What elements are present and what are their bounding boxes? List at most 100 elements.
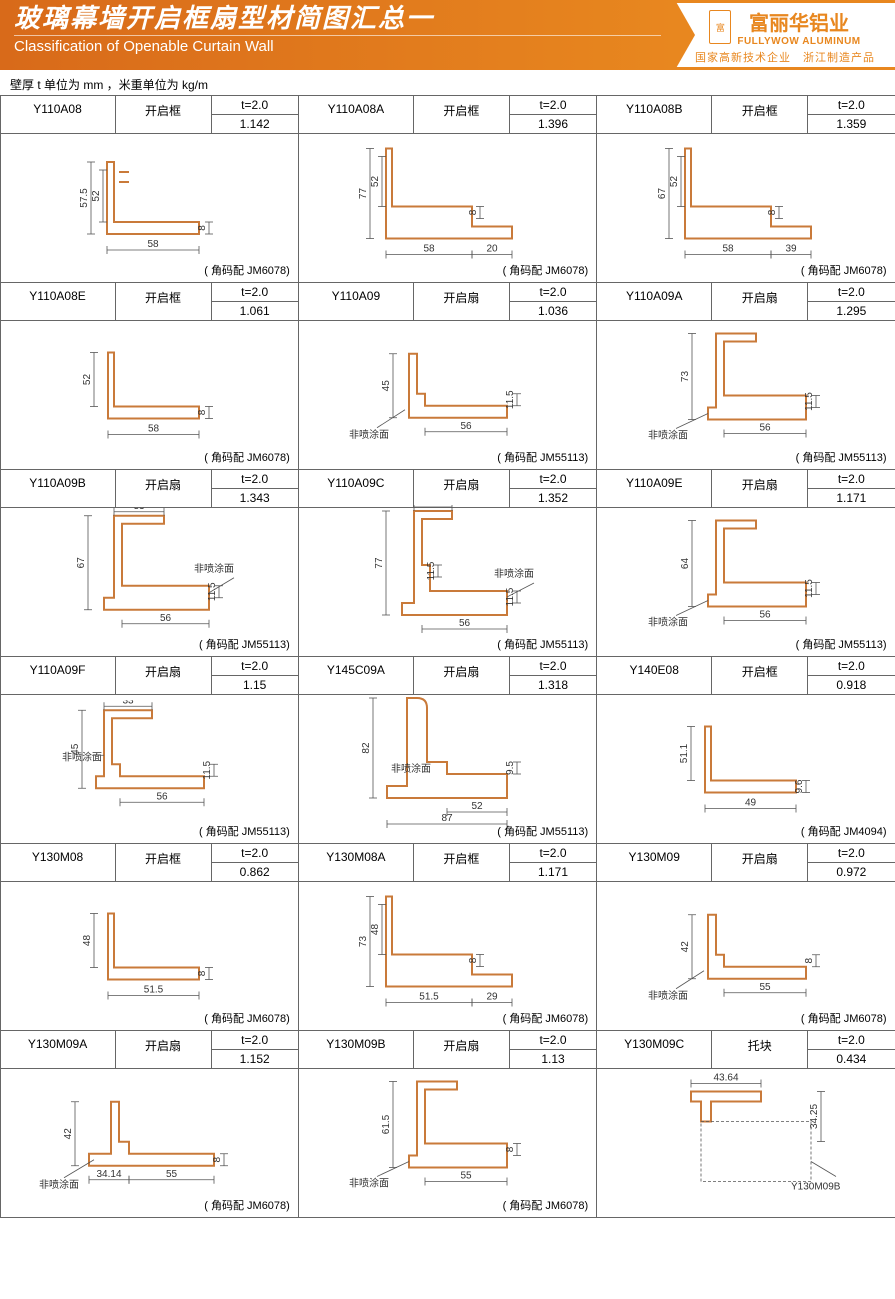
svg-text:73: 73 <box>358 935 369 947</box>
svg-text:56: 56 <box>157 791 169 802</box>
bracket-note: ( 角码配 JM6078) <box>204 1010 290 1026</box>
svg-text:非喷涂面: 非喷涂面 <box>349 427 389 440</box>
svg-text:67: 67 <box>76 556 87 568</box>
svg-text:58: 58 <box>424 243 436 254</box>
weight-value: 1.359 <box>808 115 894 133</box>
svg-text:8: 8 <box>468 957 479 963</box>
svg-text:8: 8 <box>197 409 208 415</box>
svg-text:55: 55 <box>166 1168 178 1179</box>
thickness-value: t=2.0 <box>808 657 894 676</box>
svg-text:非喷涂面: 非喷涂面 <box>194 561 234 574</box>
svg-text:48: 48 <box>370 923 381 935</box>
diagram-area: 42 8 34.14 55 非喷涂面 ( 角码配 JM6078) <box>1 1069 298 1217</box>
svg-text:56: 56 <box>461 420 473 431</box>
svg-text:67: 67 <box>657 187 668 199</box>
profile-cell: Y130M09C 托块 t=2.0 0.434 43.64 34.25 Y130… <box>596 1030 895 1218</box>
weight-value: 1.15 <box>212 676 298 694</box>
profile-code: Y110A09 <box>299 283 414 320</box>
svg-text:8: 8 <box>197 224 208 230</box>
thickness-value: t=2.0 <box>808 1031 894 1050</box>
svg-text:42: 42 <box>680 940 691 952</box>
brand-block: 富 富丽华铝业 FULLYWOW ALUMINUM 国家高新技术企业 浙江制造产… <box>675 0 895 70</box>
profile-cell: Y110A08E 开启框 t=2.0 1.061 52 8 58 ( 角码配 J… <box>0 282 299 470</box>
profile-type: 开启扇 <box>116 470 212 507</box>
cell-header: Y110A09E 开启扇 t=2.0 1.171 <box>597 470 894 508</box>
weight-value: 1.142 <box>212 115 298 133</box>
cell-header: Y130M09C 托块 t=2.0 0.434 <box>597 1031 894 1069</box>
diagram-area: 61.5 8 55 非喷涂面 ( 角码配 JM6078) <box>299 1069 596 1217</box>
profile-code: Y130M08A <box>299 844 414 881</box>
profile-cell: Y110A08B 开启框 t=2.0 1.359 67 52 8 58 39 (… <box>596 95 895 283</box>
svg-text:9.5: 9.5 <box>505 760 516 774</box>
svg-text:51.5: 51.5 <box>420 991 440 1002</box>
profile-cell: Y110A08A 开启框 t=2.0 1.396 77 52 8 58 20 (… <box>298 95 597 283</box>
diagram-area: 43.64 34.25 Y130M09B <box>597 1069 894 1217</box>
svg-text:8: 8 <box>804 957 815 963</box>
bracket-note: ( 角码配 JM55113) <box>796 449 887 465</box>
svg-text:58: 58 <box>722 243 734 254</box>
profile-type: 开启框 <box>116 96 212 133</box>
svg-text:56: 56 <box>160 612 172 623</box>
profile-code: Y110A09A <box>597 283 712 320</box>
svg-text:33: 33 <box>123 700 135 706</box>
profile-diagram: 42 8 55 非喷涂面 <box>646 892 846 1007</box>
cell-header: Y140E08 开启框 t=2.0 0.918 <box>597 657 894 695</box>
svg-text:11.5: 11.5 <box>202 760 213 779</box>
bracket-note: ( 角码配 JM6078) <box>204 262 290 278</box>
svg-text:11.5: 11.5 <box>505 389 516 408</box>
weight-value: 1.152 <box>212 1050 298 1068</box>
brand-name-en: FULLYWOW ALUMINUM <box>737 36 860 47</box>
weight-value: 1.061 <box>212 302 298 320</box>
profile-diagram: 73 48 8 51.5 29 <box>342 884 552 1014</box>
svg-text:73: 73 <box>680 370 691 382</box>
profile-code: Y130M08 <box>1 844 116 881</box>
cell-header: Y110A09B 开启扇 t=2.0 1.343 <box>1 470 298 508</box>
weight-value: 0.434 <box>808 1050 894 1068</box>
profile-cell: Y110A09A 开启扇 t=2.0 1.295 73 11.5 56 非喷涂面… <box>596 282 895 470</box>
cell-header: Y110A09F 开启扇 t=2.0 1.15 <box>1 657 298 695</box>
svg-text:20: 20 <box>487 243 499 254</box>
profile-type: 开启框 <box>712 657 808 694</box>
profile-cell: Y110A09F 开启扇 t=2.0 1.15 33 45 11.5 56 非喷… <box>0 656 299 844</box>
svg-text:52: 52 <box>82 373 93 385</box>
diagram-area: 57.5 52 8 58 ( 角码配 JM6078) <box>1 134 298 282</box>
profile-code: Y110A09F <box>1 657 116 694</box>
svg-text:77: 77 <box>358 187 369 199</box>
cell-header: Y110A08B 开启框 t=2.0 1.359 <box>597 96 894 134</box>
weight-value: 1.13 <box>510 1050 596 1068</box>
svg-text:33: 33 <box>134 507 146 511</box>
profile-cell: Y110A09B 开启扇 t=2.0 1.343 33 67 11.5 56 非… <box>0 469 299 657</box>
profile-cell: Y145C09A 开启扇 t=2.0 1.318 82 9.5 52 87 非喷… <box>298 656 597 844</box>
thickness-value: t=2.0 <box>808 470 894 489</box>
thickness-value: t=2.0 <box>212 283 298 302</box>
svg-text:8: 8 <box>197 970 208 976</box>
diagram-area: 51.1 9.6 49 ( 角码配 JM4094) <box>597 695 894 843</box>
profile-cell: Y130M08 开启框 t=2.0 0.862 48 8 51.5 ( 角码配 … <box>0 843 299 1031</box>
profile-code: Y110A09B <box>1 470 116 507</box>
profile-diagram: 33 45 11.5 56 非喷涂面 <box>44 700 254 825</box>
svg-text:8: 8 <box>767 209 778 215</box>
profile-cell: Y110A09 开启扇 t=2.0 1.036 45 11.5 56 非喷涂面 … <box>298 282 597 470</box>
svg-text:43.64: 43.64 <box>713 1072 738 1083</box>
profile-type: 开启扇 <box>414 470 510 507</box>
profile-code: Y130M09C <box>597 1031 712 1068</box>
title-cn: 玻璃幕墙开启框扇型材简图汇总一 <box>14 4 661 33</box>
svg-text:29: 29 <box>487 991 499 1002</box>
profile-code: Y110A08 <box>1 96 116 133</box>
bracket-note: ( 角码配 JM55113) <box>497 823 588 839</box>
svg-text:87: 87 <box>442 813 454 824</box>
cell-header: Y130M09 开启扇 t=2.0 0.972 <box>597 844 894 882</box>
diagram-area: 33 67 11.5 56 非喷涂面 ( 角码配 JM55113) <box>1 508 298 656</box>
bracket-note: ( 角码配 JM6078) <box>204 449 290 465</box>
diagram-area: 45 11.5 56 非喷涂面 ( 角码配 JM55113) <box>299 321 596 469</box>
profile-diagram: 48 8 51.5 <box>64 895 234 1005</box>
svg-text:11.5: 11.5 <box>804 578 815 597</box>
thickness-value: t=2.0 <box>212 96 298 115</box>
profile-diagram: 67 52 8 58 39 <box>641 136 851 266</box>
svg-text:52: 52 <box>370 175 381 187</box>
weight-value: 1.343 <box>212 489 298 507</box>
profile-cell: Y110A08 开启框 t=2.0 1.142 57.5 52 8 58 ( 角… <box>0 95 299 283</box>
cell-header: Y110A08A 开启框 t=2.0 1.396 <box>299 96 596 134</box>
profile-type: 开启扇 <box>414 657 510 694</box>
cell-header: Y130M09A 开启扇 t=2.0 1.152 <box>1 1031 298 1069</box>
